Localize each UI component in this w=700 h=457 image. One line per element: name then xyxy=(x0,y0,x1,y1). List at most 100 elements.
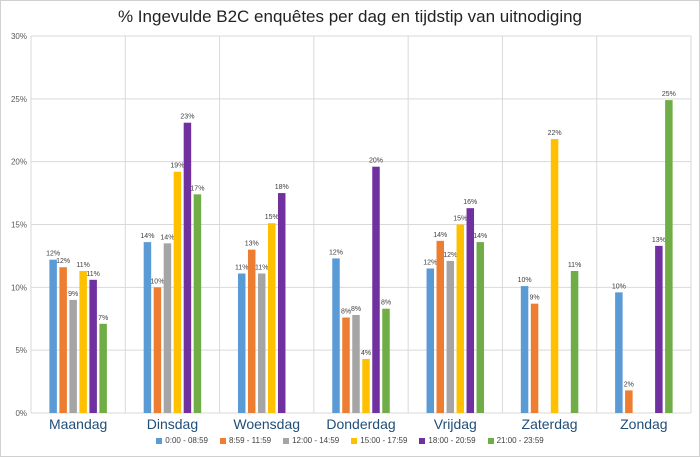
data-label: 12% xyxy=(443,252,457,259)
bar xyxy=(665,100,673,413)
data-label: 11% xyxy=(255,265,269,272)
data-label: 9% xyxy=(68,291,78,298)
y-tick-label: 5% xyxy=(15,346,27,355)
bar xyxy=(570,270,579,413)
data-label: 9% xyxy=(530,295,540,302)
data-label: 15% xyxy=(265,214,279,221)
data-label: 18% xyxy=(275,184,289,191)
bar xyxy=(257,273,266,413)
data-label: 20% xyxy=(369,158,383,165)
y-tick-label: 15% xyxy=(11,221,27,230)
bar xyxy=(446,260,455,413)
bar xyxy=(456,224,465,413)
legend: 0:00 - 08:59 8:59 - 11:59 12:00 - 14:59 15:… xyxy=(1,436,699,445)
y-tick-label: 25% xyxy=(11,95,27,104)
data-label: 8% xyxy=(351,306,361,313)
bar xyxy=(520,286,529,413)
legend-item: 18:00 - 20:59 xyxy=(419,436,476,445)
data-label: 16% xyxy=(463,199,477,206)
data-label: 19% xyxy=(170,163,184,170)
bar xyxy=(615,292,623,413)
category-label: Vrijdag xyxy=(434,416,477,432)
data-label: 14% xyxy=(160,234,174,241)
bar xyxy=(79,270,87,413)
category-label: Zaterdag xyxy=(522,416,578,432)
bar xyxy=(237,273,246,413)
bar xyxy=(143,242,152,413)
bar xyxy=(550,139,559,413)
bar xyxy=(655,245,663,413)
legend-label: 12:00 - 14:59 xyxy=(292,436,340,445)
data-label: 13% xyxy=(652,237,666,244)
legend-swatch xyxy=(487,437,494,444)
legend-item: 15:00 - 17:59 xyxy=(351,436,407,445)
bar xyxy=(89,279,97,413)
bar xyxy=(342,317,350,413)
data-label: 7% xyxy=(98,315,108,322)
data-label: 11% xyxy=(235,265,249,272)
legend-swatch xyxy=(419,437,426,444)
data-label: 25% xyxy=(662,91,676,98)
legend-swatch xyxy=(156,437,163,444)
data-label: 13% xyxy=(245,241,259,248)
legend-item: 0:00 - 08:59 xyxy=(156,436,208,445)
data-label: 23% xyxy=(180,114,194,121)
bar xyxy=(49,259,57,413)
legend-label: 8:59 - 11:59 xyxy=(228,436,272,445)
category-label: Donderdag xyxy=(326,416,395,432)
legend-swatch xyxy=(351,437,358,444)
data-label: 10% xyxy=(518,277,532,284)
data-label: 11% xyxy=(568,262,582,269)
data-label: 12% xyxy=(423,259,437,266)
data-label: 10% xyxy=(150,278,164,285)
bar xyxy=(476,242,485,413)
legend-item: 12:00 - 14:59 xyxy=(283,436,339,445)
data-label: 12% xyxy=(329,249,343,256)
bar xyxy=(173,171,182,413)
category-label: Maandag xyxy=(49,416,107,432)
bar xyxy=(99,323,107,413)
y-tick-label: 10% xyxy=(11,283,27,292)
data-label: 11% xyxy=(86,271,100,278)
data-label: 2% xyxy=(624,381,634,388)
data-label: 8% xyxy=(341,308,351,315)
data-label: 14% xyxy=(140,233,154,240)
bar xyxy=(332,258,340,413)
bar xyxy=(436,240,445,413)
bar xyxy=(69,299,77,413)
data-label: 17% xyxy=(190,185,204,192)
bar xyxy=(153,287,162,413)
data-label: 11% xyxy=(76,262,90,269)
data-label: 12% xyxy=(46,251,60,258)
data-label: 8% xyxy=(381,300,391,307)
bar xyxy=(372,166,380,413)
bar xyxy=(183,122,192,414)
bar xyxy=(193,194,202,413)
bar xyxy=(267,223,276,413)
bar xyxy=(530,303,539,413)
legend-swatch xyxy=(283,437,290,444)
bar xyxy=(59,267,67,413)
y-tick-label: 0% xyxy=(15,409,27,418)
bar xyxy=(247,249,256,413)
legend-label: 0:00 - 08:59 xyxy=(165,436,208,445)
legend-item: 21:00 - 23:59 xyxy=(487,436,544,445)
chart-title: % Ingevulde B2C enquêtes per dag en tijd… xyxy=(117,7,583,26)
legend-label: 21:00 - 23:59 xyxy=(496,436,544,445)
data-label: 12% xyxy=(56,258,70,265)
legend-label: 15:00 - 17:59 xyxy=(360,436,408,445)
bar xyxy=(277,193,286,413)
bar xyxy=(163,243,172,413)
bar xyxy=(362,358,370,413)
data-label: 14% xyxy=(473,233,487,240)
data-label: 15% xyxy=(453,216,467,223)
bar xyxy=(426,268,435,413)
data-label: 14% xyxy=(433,232,447,239)
data-label: 4% xyxy=(361,350,371,357)
category-label: Woensdag xyxy=(233,416,300,432)
data-label: 22% xyxy=(548,130,562,137)
bar xyxy=(382,308,390,413)
data-label: 10% xyxy=(612,283,626,290)
